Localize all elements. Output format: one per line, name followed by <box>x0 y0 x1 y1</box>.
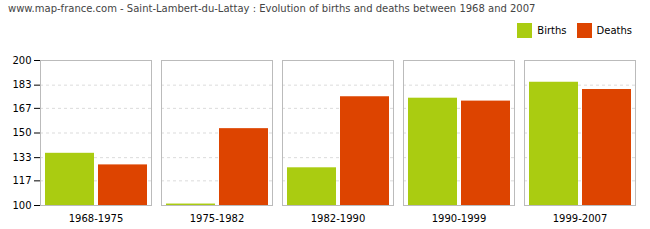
html-text:Deaths: Deaths <box>596 25 632 36</box>
svg-text:117: 117 <box>12 175 31 186</box>
svg-text:183: 183 <box>12 79 31 90</box>
svg-text:1990-1999: 1990-1999 <box>432 213 487 224</box>
svg-text:150: 150 <box>12 127 31 138</box>
svg-text:167: 167 <box>12 103 31 114</box>
svg-text:200: 200 <box>12 55 31 66</box>
svg-text:1968-1975: 1968-1975 <box>69 213 124 224</box>
svg-text:100: 100 <box>12 200 31 211</box>
html-text:www.map-france.com - Saint-Lam: www.map-france.com - Saint-Lambert-du-La… <box>8 3 536 14</box>
svg-text:1975-1982: 1975-1982 <box>190 213 245 224</box>
svg-text:133: 133 <box>12 152 31 163</box>
svg-text:1999-2007: 1999-2007 <box>553 213 608 224</box>
svg-text:1982-1990: 1982-1990 <box>311 213 366 224</box>
html-text:Births: Births <box>537 25 567 36</box>
